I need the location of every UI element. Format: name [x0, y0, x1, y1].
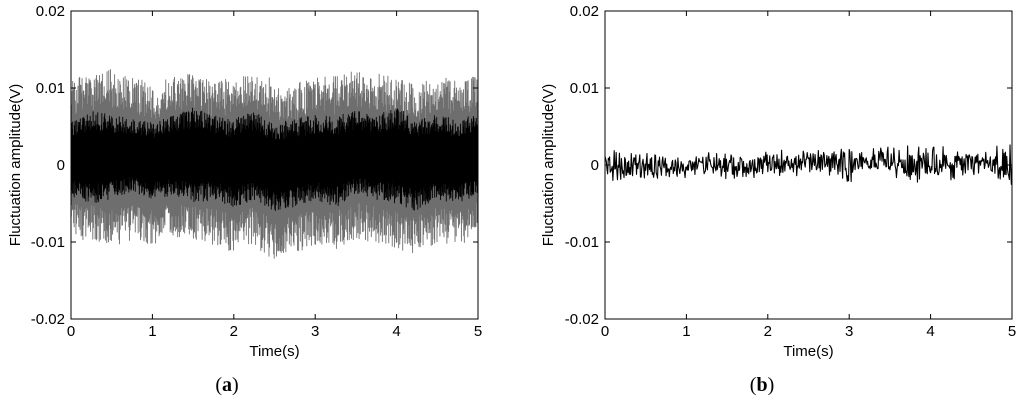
- panel-b-y-tick-label: -0.02: [565, 311, 599, 328]
- panel-a-x-tick-label: 5: [474, 323, 482, 340]
- panel-a-x-tick-label: 2: [230, 323, 238, 340]
- panel-b-ticks: 0 1 2 3 4 5 -0.02 -0.01 0 0.01 0.02: [565, 3, 1016, 340]
- panel-a-y-tick-label: 0.02: [36, 3, 65, 20]
- panel-a-x-tick-label: 3: [311, 323, 319, 340]
- panel-a-y-tick-label: -0.01: [31, 234, 65, 251]
- panel-b-label-close: ): [768, 374, 775, 396]
- panel-b-label: (b): [750, 374, 774, 396]
- panel-b-x-tick-label: 1: [682, 323, 690, 340]
- panel-a-label: (a): [215, 374, 238, 396]
- panel-b-label-letter: b: [756, 374, 767, 396]
- panel-a-y-tick-label: 0: [57, 157, 65, 174]
- panel-a-x-axis-label: Time(s): [249, 343, 299, 360]
- panel-b-y-tick-label: 0: [591, 157, 599, 174]
- panel-b-x-axis-label: Time(s): [783, 343, 833, 360]
- panel-b-y-tick-label: 0.02: [570, 3, 599, 20]
- panel-b-x-tick-label: 3: [845, 323, 853, 340]
- panel-b: 0 1 2 3 4 5 -0.02 -0.01 0 0.01 0.02 Time(s) Fluctu…: [540, 3, 1016, 396]
- panel-b-series-1-line: [604, 144, 1013, 185]
- panel-a-series-group: [70, 69, 479, 259]
- panel-b-label-open: (: [750, 374, 757, 396]
- panel-a-ticks: 0 1 2 3 4 5 -0.02 -0.01 0 0.01 0.02: [31, 3, 482, 340]
- panel-a-x-tick-label: 1: [148, 323, 156, 340]
- panel-a-series-2-line: [70, 107, 479, 212]
- panel-a-y-axis-label: Fluctuation amplitude(V): [7, 84, 24, 247]
- panel-a-x-tick-label: 0: [67, 323, 75, 340]
- panel-a: 0 1 2 3 4 5 -0.02 -0.01 0 0.01 0.02 Time(s) Fluctu…: [7, 3, 482, 396]
- panel-a-label-close: ): [232, 374, 239, 396]
- panel-a-label-letter: a: [222, 374, 232, 396]
- panel-b-series-group: [604, 144, 1013, 185]
- panel-a-label-open: (: [215, 374, 222, 396]
- panel-a-x-tick-label: 4: [392, 323, 400, 340]
- panel-b-y-tick-label: -0.01: [565, 234, 599, 251]
- panel-b-x-tick-label: 2: [764, 323, 772, 340]
- panel-b-y-tick-label: 0.01: [570, 80, 599, 97]
- panel-a-y-tick-label: -0.02: [31, 311, 65, 328]
- panel-b-y-axis-label: Fluctuation amplitude(V): [540, 84, 557, 247]
- panel-b-x-tick-label: 0: [601, 323, 609, 340]
- panel-b-x-tick-label: 5: [1008, 323, 1016, 340]
- panel-a-y-tick-label: 0.01: [36, 80, 65, 97]
- panel-b-x-tick-label: 4: [926, 323, 934, 340]
